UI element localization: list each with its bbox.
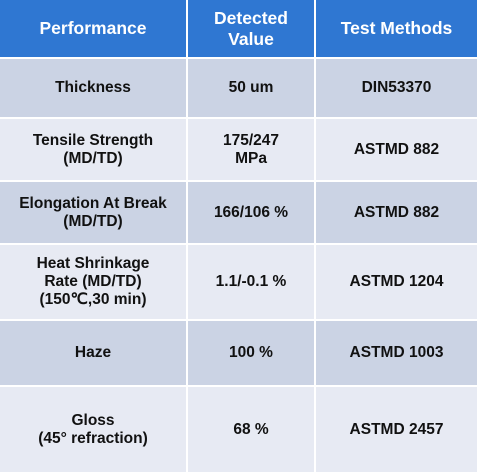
table-cell-method: ASTMD 1003 — [316, 321, 477, 387]
table-cell-value: 68 % — [188, 387, 316, 474]
table-cell-method: ASTMD 882 — [316, 182, 477, 245]
header-detected-value: Detected Value — [188, 0, 316, 59]
table-cell-value: 175/247 MPa — [188, 119, 316, 182]
table-cell-value: 50 um — [188, 59, 316, 119]
table-cell-value: 166/106 % — [188, 182, 316, 245]
table-cell-method: ASTMD 2457 — [316, 387, 477, 474]
table-cell-method: ASTMD 882 — [316, 119, 477, 182]
table-cell-performance: Haze — [0, 321, 188, 387]
table-cell-performance: Heat Shrinkage Rate (MD/TD) (150℃,30 min… — [0, 245, 188, 321]
table-cell-performance: Elongation At Break (MD/TD) — [0, 182, 188, 245]
header-performance: Performance — [0, 0, 188, 59]
table-cell-method: ASTMD 1204 — [316, 245, 477, 321]
table-cell-performance: Thickness — [0, 59, 188, 119]
table-cell-performance: Tensile Strength (MD/TD) — [0, 119, 188, 182]
table-cell-value: 100 % — [188, 321, 316, 387]
table-cell-performance: Gloss (45° refraction) — [0, 387, 188, 474]
table-cell-value: 1.1/-0.1 % — [188, 245, 316, 321]
table-cell-method: DIN53370 — [316, 59, 477, 119]
header-test-methods: Test Methods — [316, 0, 477, 59]
